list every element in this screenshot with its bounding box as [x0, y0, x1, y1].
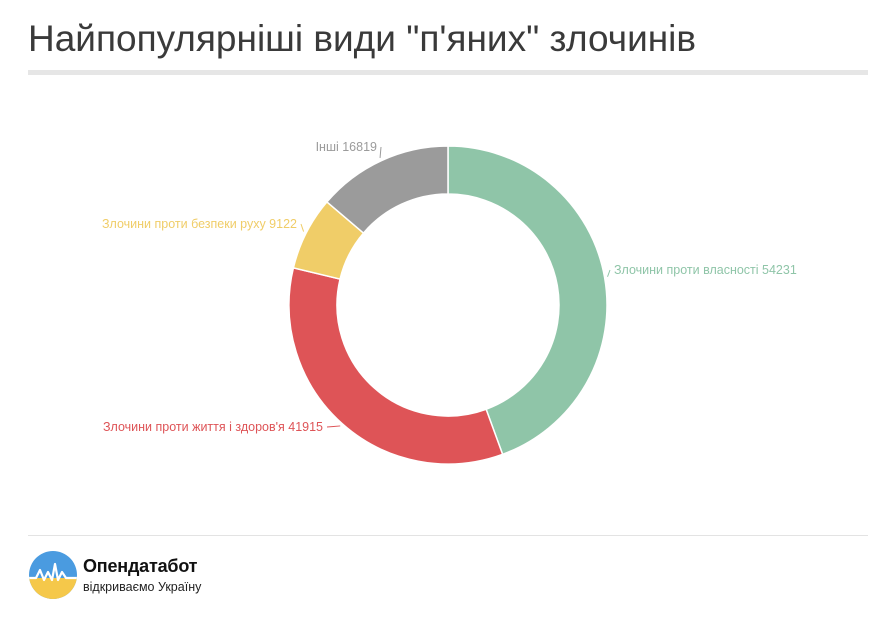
footer-divider	[28, 535, 868, 536]
slice-0[interactable]	[447, 145, 608, 456]
leader-line-1	[326, 425, 341, 428]
title-divider	[28, 70, 868, 75]
logo-pulse-line	[29, 562, 77, 582]
slice-3[interactable]	[325, 145, 449, 235]
data-label-2: Злочини проти безпеки руху 9122	[102, 217, 297, 231]
data-label-1: Злочини проти життя і здоров'я 41915	[103, 420, 323, 434]
donut-chart: Злочини проти власності 54231 Злочини про…	[102, 140, 797, 465]
leader-line-0	[607, 269, 611, 277]
leader-line-3	[379, 146, 382, 158]
data-label-3: Інші 16819	[316, 140, 377, 154]
slice-1[interactable]	[288, 266, 504, 465]
opendatabot-logo-icon	[29, 551, 77, 599]
data-label-0: Злочини проти власності 54231	[614, 263, 797, 277]
brand-name: Опендатабот	[83, 556, 198, 576]
brand-tagline: відкриваємо Україну	[83, 580, 202, 594]
leader-line-2	[300, 223, 305, 232]
chart-title: Найпопулярніші види "п'яних" злочинів	[28, 18, 697, 59]
logo-sun	[29, 578, 77, 599]
